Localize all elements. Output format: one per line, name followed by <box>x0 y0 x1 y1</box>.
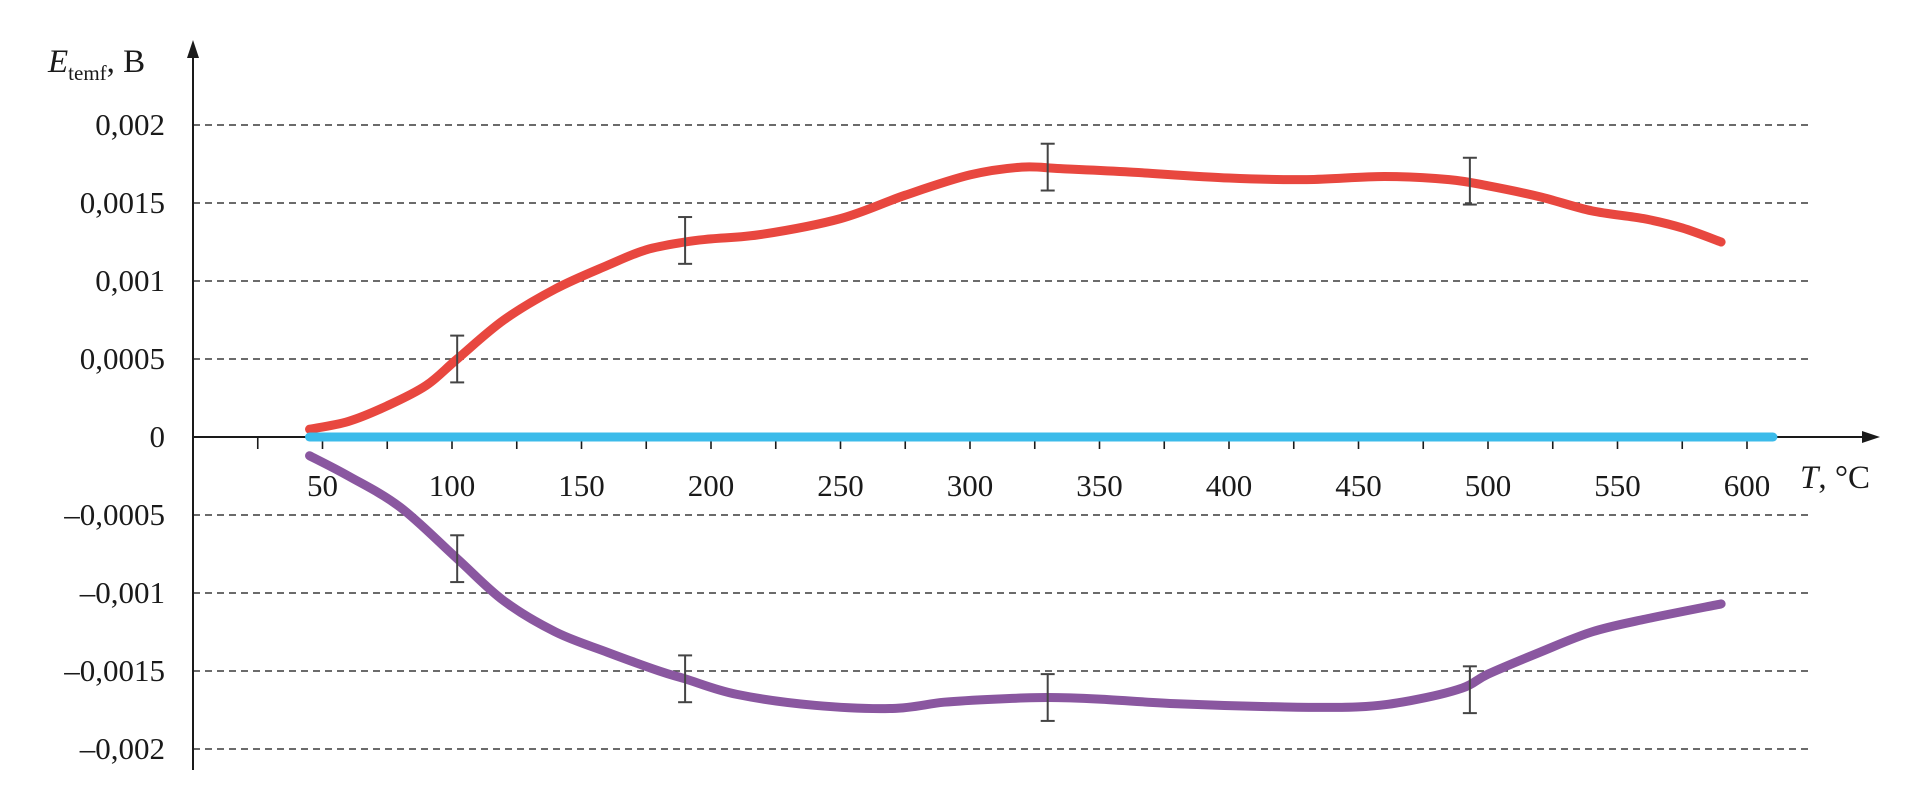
x-axis-title: T, °C <box>1800 460 1870 496</box>
y-tick-label: –0,002 <box>79 731 165 766</box>
series-layer <box>305 162 1778 714</box>
y-tick-label: –0,0005 <box>63 497 165 532</box>
error-bar <box>450 534 465 584</box>
axes-layer <box>187 40 1880 770</box>
x-tick-label: 50 <box>307 468 338 503</box>
y-tick-label: 0,0015 <box>80 185 165 220</box>
x-tick-label: 200 <box>688 468 735 503</box>
x-tick-label: 150 <box>558 468 605 503</box>
x-tick-label: 250 <box>817 468 864 503</box>
y-tick-label: 0,001 <box>95 263 165 298</box>
error-bar <box>678 216 693 265</box>
x-tick-label: 500 <box>1465 468 1512 503</box>
x-axis-title-main: T <box>1800 460 1821 496</box>
y-tick-label: 0,0005 <box>80 341 165 376</box>
y-tick-label: –0,0015 <box>63 653 165 688</box>
error-bar-layer <box>450 142 1477 722</box>
y-axis-title-subscript: temf <box>68 61 106 85</box>
error-bar <box>678 654 693 704</box>
error-bar <box>1040 673 1055 722</box>
y-tick-label: –0,001 <box>79 575 165 610</box>
error-bar <box>1462 156 1477 206</box>
y-tick-label: 0 <box>150 419 166 454</box>
error-bar <box>1040 142 1055 192</box>
x-tick-label: 350 <box>1076 468 1123 503</box>
x-axis-arrow <box>1862 431 1880 443</box>
x-tick-label: 300 <box>947 468 994 503</box>
x-tick-label: 100 <box>429 468 476 503</box>
error-bar <box>450 334 465 384</box>
x-tick-label: 450 <box>1335 468 1382 503</box>
x-axis-title-unit: , °C <box>1818 460 1870 496</box>
y-axis-title-main: E <box>47 44 68 80</box>
series-line-0 <box>305 162 1726 434</box>
labels-layer: 0,002 0,0015 0,001 0,0005 0 –0,0005 –0,001 –0,0… <box>63 107 1770 766</box>
y-axis-arrow <box>187 40 199 58</box>
y-axis-title-unit: , В <box>107 44 146 80</box>
x-tick-label: 600 <box>1724 468 1771 503</box>
y-tick-label: 0,002 <box>95 107 165 142</box>
error-bar <box>1462 665 1477 715</box>
y-axis-title: Etemf, В <box>47 44 145 85</box>
x-tick-label: 550 <box>1594 468 1641 503</box>
series-line-2 <box>305 451 1726 714</box>
x-tick-label: 400 <box>1206 468 1253 503</box>
